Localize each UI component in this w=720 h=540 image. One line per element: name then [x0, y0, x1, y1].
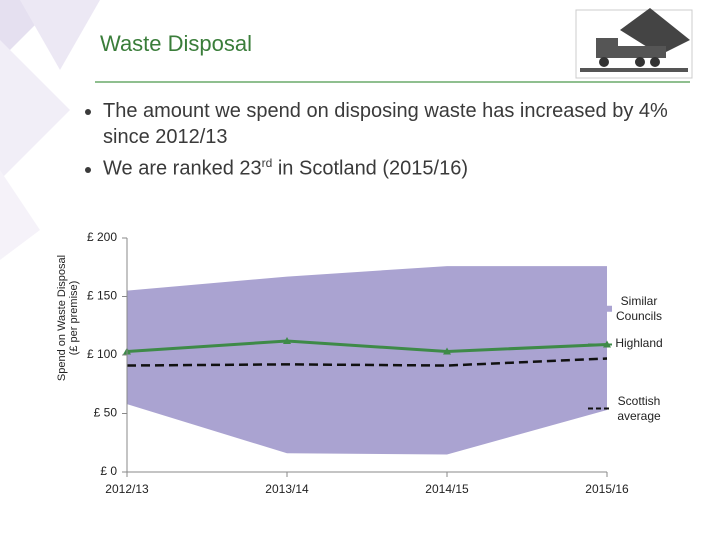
marker: [283, 336, 291, 344]
marker: [443, 347, 451, 355]
x-tick-label: 2015/16: [585, 482, 629, 496]
bullet-text: rd: [261, 156, 273, 170]
y-tick-label: £ 150: [87, 289, 117, 303]
bullet-text: We are ranked 23: [103, 157, 262, 180]
line: [126, 357, 608, 367]
line: [126, 339, 608, 353]
y-axis-title: Spend on Waste Disposal (£ per premise): [56, 255, 80, 381]
bullets: The amount we spend on disposing waste h…: [75, 98, 675, 182]
x-tick-label: 2013/14: [265, 482, 309, 496]
bullet-text: in Scotland (2015/16): [272, 157, 468, 180]
y-tick-label: £ 50: [94, 406, 118, 420]
bullet-text: The amount we spend on disposing waste h…: [103, 100, 668, 148]
y-axis-title-line: Spend on Waste Disposal: [56, 255, 68, 381]
slide-title: Waste Disposal: [100, 31, 252, 56]
x-tick-label: 2012/13: [105, 482, 149, 496]
y-tick-label: £ 100: [87, 347, 117, 361]
decoration: [0, 0, 100, 260]
bullet-list: The amount we spend on disposing waste h…: [75, 98, 675, 182]
logo: [575, 8, 693, 79]
legend-label: Scottish average: [617, 393, 661, 423]
legend-label: Highland: [615, 336, 663, 351]
y-tick-label: £ 0: [100, 464, 117, 478]
y-tick-label: £ 200: [87, 230, 117, 244]
range-area: [127, 266, 607, 455]
y-axis-title-line: (£ per premise): [68, 281, 80, 356]
bullet: We are ranked 23rd in Scotland (2015/16): [103, 150, 675, 182]
bullet: The amount we spend on disposing waste h…: [103, 98, 675, 150]
x-tick-label: 2014/15: [425, 482, 469, 496]
legend-label: Similar Councils: [615, 293, 663, 323]
